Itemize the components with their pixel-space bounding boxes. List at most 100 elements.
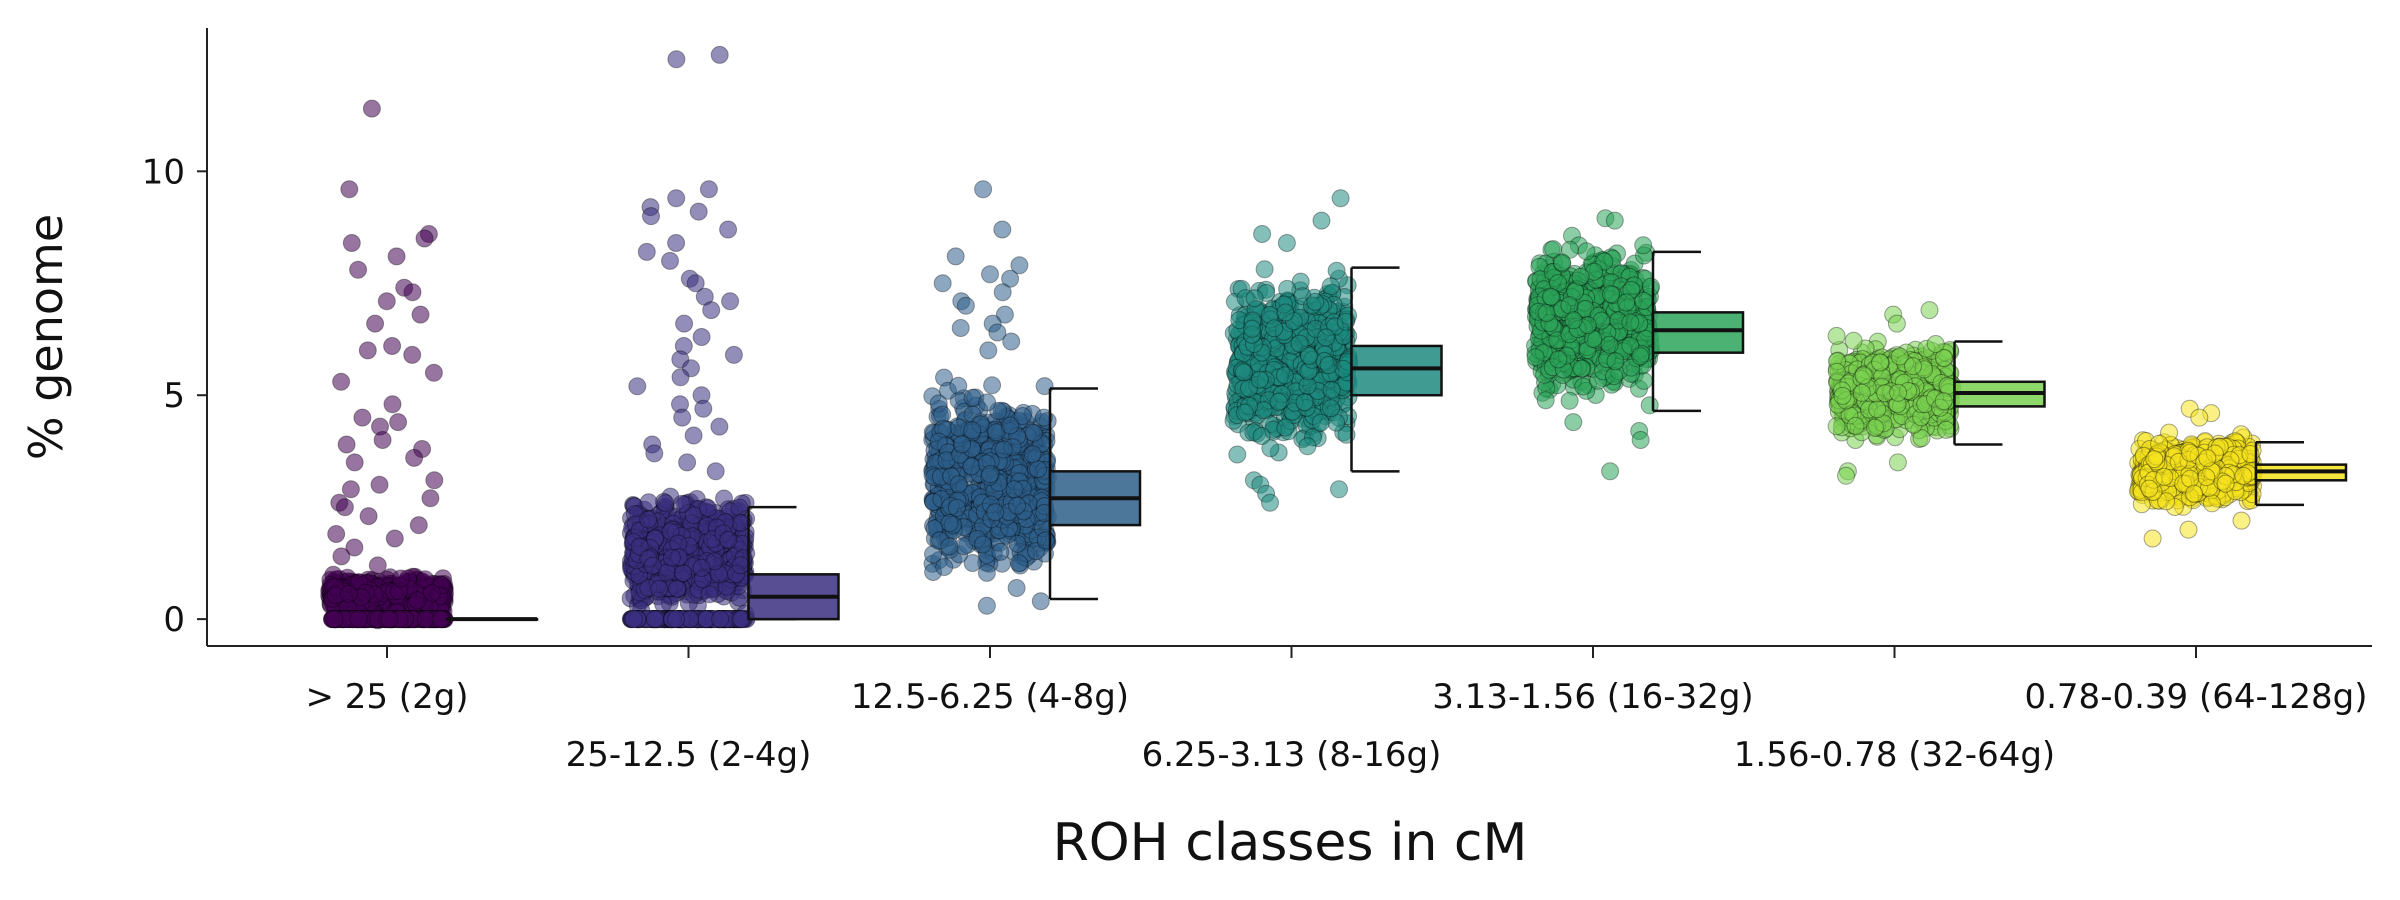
data-point [1621,313,1640,332]
data-point [1243,319,1261,338]
data-point [1001,416,1020,435]
outlier-point [702,301,721,320]
data-point [1255,260,1274,279]
outlier-point [1031,592,1050,611]
data-point [977,563,996,582]
outlier-point [342,234,361,252]
data-point [962,457,981,476]
data-point [1276,303,1295,322]
data-point [667,610,686,629]
outlier-point [1920,301,1939,320]
data-point [391,569,410,588]
data-point [1844,331,1863,350]
data-point [1606,352,1625,371]
outlier-point [387,247,406,266]
data-point [1577,242,1596,261]
outlier-point [645,444,664,463]
data-point [1617,293,1636,312]
outlier-point [1888,453,1907,472]
data-point [963,554,982,572]
data-point [672,494,691,513]
data-point [1278,279,1297,298]
outlier-point [667,50,686,69]
outlier-point [377,292,396,311]
data-point [639,493,658,512]
data-point [1276,418,1295,437]
outlier-point [1887,314,1906,333]
data-point [1005,480,1024,499]
outlier-point [345,453,364,472]
outlier-point [706,462,725,481]
outlier-point [368,556,387,575]
outlier-point [403,283,422,302]
data-point [1322,380,1341,399]
data-point [1023,445,1042,464]
data-point [1252,427,1271,445]
outlier-point [385,529,404,548]
data-point [1934,392,1953,411]
data-point [1601,285,1620,304]
data-point [1234,363,1253,382]
category-points [320,99,454,630]
outlier-point [1601,462,1620,481]
category-points [1224,189,1359,512]
outlier-point [362,99,381,118]
data-point [1269,392,1288,411]
data-point [731,556,750,575]
outlier-point [383,337,402,355]
data-point [981,465,999,484]
data-point [1634,291,1653,310]
outlier-point [678,453,697,472]
outlier-point [721,292,740,311]
outlier-point [1331,189,1350,208]
data-point [1827,362,1846,381]
outlier-point [974,180,993,199]
data-point [1008,496,1027,515]
data-point [1571,267,1590,286]
data-point [1275,366,1294,385]
outlier-point [340,180,359,199]
outlier-point [425,471,444,490]
data-point [408,591,427,610]
data-point [1327,261,1346,280]
outlier-point [424,363,443,382]
outlier-point [724,345,743,364]
data-point [1937,420,1956,439]
data-point [935,558,954,576]
outlier-point [341,480,360,499]
outlier-point [661,251,679,270]
outlier-point [977,596,996,615]
outlier-point [411,305,430,324]
data-point [1322,399,1340,418]
data-point [1574,377,1593,396]
outlier-point [946,247,965,266]
outlier-point [409,516,428,535]
data-point [953,435,971,454]
outlier-point [1002,332,1021,351]
data-point [643,556,662,575]
outlier-point [979,341,998,360]
outlier-point [1253,225,1272,243]
data-point [1265,319,1284,338]
data-point [1321,277,1340,296]
outlier-point [719,220,738,239]
data-point [1889,383,1908,402]
data-point [711,610,730,629]
data-point [1926,335,1945,353]
data-point [940,514,959,533]
data-point [1009,554,1028,573]
outlier-point [637,242,656,261]
data-point [1553,253,1571,272]
outlier-point [951,319,970,337]
data-point [650,579,669,598]
data-point [949,475,968,494]
data-point [1827,326,1846,345]
outlier-point [327,525,346,543]
data-point [947,498,966,517]
outlier-point [403,345,422,364]
outlier-point [694,399,713,418]
outlier-point [993,283,1012,302]
outlier-point [692,328,711,346]
data-point [1868,400,1887,419]
